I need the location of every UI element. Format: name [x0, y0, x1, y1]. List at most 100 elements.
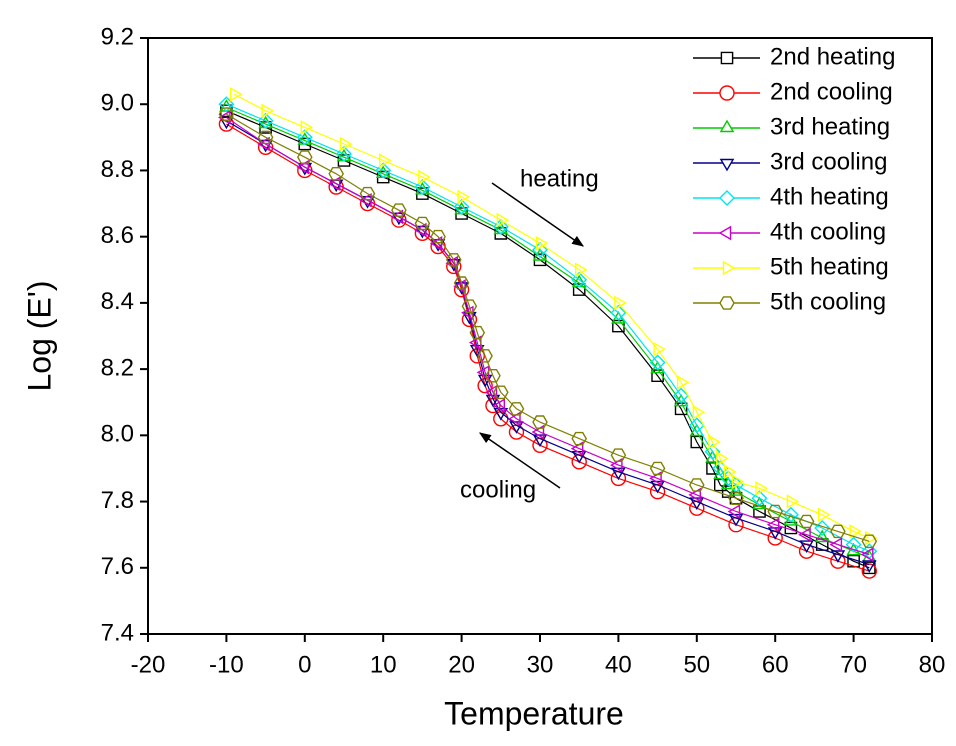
x-tick-label: -10 [209, 651, 244, 678]
y-tick-label: 9.2 [101, 23, 134, 50]
data-point [814, 529, 830, 543]
x-tick-label: 10 [370, 651, 397, 678]
data-point [571, 431, 588, 446]
y-tick-label: 7.8 [101, 487, 134, 514]
legend-marker [719, 85, 735, 101]
data-point [391, 203, 407, 217]
data-point [766, 517, 780, 533]
x-tick-label: 80 [919, 651, 946, 678]
data-point [218, 96, 235, 113]
data-point [328, 167, 345, 181]
data-point [847, 554, 860, 568]
data-point [708, 434, 721, 450]
y-tick-label: 8.4 [101, 288, 134, 315]
y-tick-label: 8.6 [101, 222, 134, 249]
data-point [484, 384, 498, 400]
y-tick-label: 8.2 [101, 354, 134, 381]
data-point [716, 451, 729, 466]
data-point [257, 130, 274, 145]
data-point [496, 212, 510, 228]
data-point [571, 271, 588, 288]
data-point [296, 150, 313, 164]
data-point [359, 186, 376, 201]
data-point [688, 417, 705, 434]
data-point [418, 169, 431, 185]
data-point [673, 387, 690, 404]
series-line [233, 93, 870, 539]
data-point [861, 560, 877, 573]
data-point [445, 253, 462, 267]
data-point [532, 434, 548, 447]
data-point [492, 385, 509, 400]
data-point [230, 86, 243, 102]
data-point [257, 112, 274, 129]
data-point [485, 394, 501, 408]
legend-label: 4th heating [770, 183, 889, 210]
legend-marker [722, 260, 736, 276]
data-point [651, 369, 664, 382]
data-point [798, 514, 815, 529]
data-point [692, 404, 706, 420]
data-point [861, 534, 878, 549]
data-point [493, 408, 509, 421]
annotation: heating [520, 165, 599, 192]
data-point [650, 480, 665, 494]
legend-label: 5th heating [770, 253, 889, 280]
x-tick-label: 50 [683, 651, 710, 678]
data-point [649, 471, 662, 486]
y-tick-label: 8.8 [101, 156, 134, 183]
data-point [751, 490, 768, 507]
data-point [786, 494, 800, 509]
data-point [430, 229, 446, 244]
legend-label: 3rd cooling [770, 148, 887, 175]
data-point [414, 216, 431, 231]
data-point [508, 402, 525, 416]
data-point [799, 540, 814, 554]
data-point [485, 369, 501, 383]
data-point [336, 145, 352, 162]
heating-arrow [491, 182, 584, 247]
series-line [226, 103, 870, 552]
annotation: cooling [460, 476, 536, 503]
data-point [860, 547, 874, 562]
data-point [731, 474, 745, 490]
data-point [724, 464, 737, 480]
data-point [300, 120, 314, 135]
data-point [508, 411, 521, 427]
data-point [845, 536, 862, 553]
data-point [829, 537, 843, 552]
x-tick-label: 60 [762, 651, 789, 678]
data-point [531, 424, 545, 440]
data-point [861, 543, 878, 560]
legend-label: 5th cooling [770, 288, 886, 315]
data-point [327, 176, 341, 192]
data-point [690, 435, 704, 449]
data-point [509, 421, 524, 434]
data-point [492, 398, 505, 413]
data-point [688, 478, 705, 492]
data-point [676, 375, 690, 390]
data-point [261, 103, 275, 119]
x-tick-label: 0 [298, 651, 311, 678]
data-point [798, 527, 811, 542]
legend-marker [719, 296, 735, 310]
data-point [712, 460, 729, 477]
data-point [379, 153, 392, 168]
data-point [575, 262, 588, 278]
data-point [296, 129, 313, 146]
data-point [755, 480, 768, 496]
data-point [535, 235, 549, 251]
data-point [814, 520, 831, 536]
data-point [453, 198, 470, 215]
data-point [649, 461, 666, 476]
legend-label: 2nd cooling [770, 78, 893, 105]
legend-marker [718, 225, 732, 241]
y-tick-label: 8.0 [101, 421, 134, 448]
data-point [767, 504, 784, 519]
y-tick-label: 7.6 [101, 553, 134, 580]
legend-label: 2nd heating [770, 43, 895, 70]
data-point [849, 524, 863, 539]
data-point [609, 457, 623, 473]
data-point [375, 162, 392, 179]
x-tick-label: 70 [840, 651, 867, 678]
